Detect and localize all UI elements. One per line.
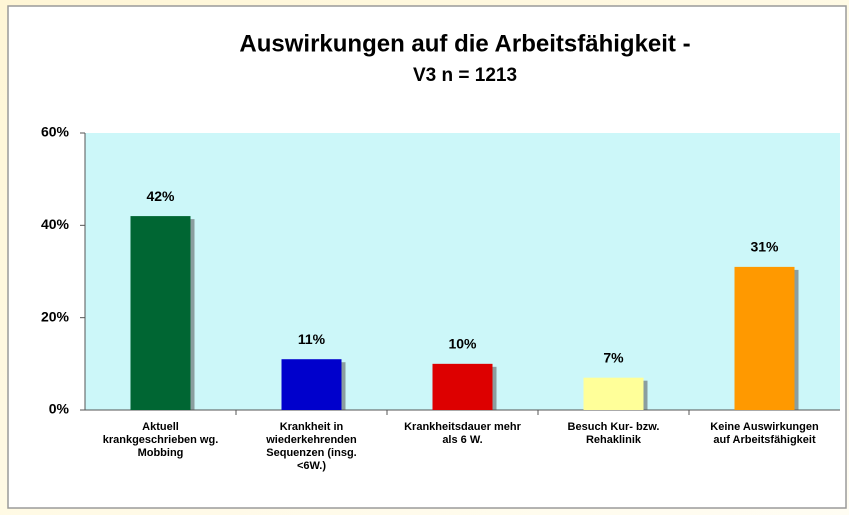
x-tick-label: als 6 W. [442, 434, 482, 446]
x-tick-label: Keine Auswirkungen [710, 421, 819, 433]
bar [432, 363, 493, 410]
x-tick-label: Krankheit in [280, 421, 344, 433]
bar [281, 359, 342, 410]
data-label: 31% [750, 239, 779, 255]
chart-subtitle: V3 n = 1213 [413, 65, 517, 86]
bar [734, 266, 795, 410]
x-tick-label: Krankheitsdauer mehr [404, 421, 521, 433]
y-tick-label: 0% [49, 401, 70, 417]
data-label: 7% [603, 349, 624, 365]
chart-title: Auswirkungen auf die Arbeitsfähigkeit - [239, 30, 690, 57]
x-tick-label: Sequenzen (insg. [266, 447, 356, 459]
x-tick-label: <6W.) [297, 460, 326, 472]
x-tick-label: wiederkehrenden [265, 434, 357, 446]
x-tick-label: krankgeschrieben wg. [103, 434, 219, 446]
data-label: 10% [448, 336, 477, 352]
y-tick-label: 60% [41, 124, 70, 140]
y-tick-label: 20% [41, 308, 70, 324]
x-tick-label: Besuch Kur- bzw. [568, 421, 660, 433]
x-tick-label: Aktuell [142, 421, 179, 433]
data-label: 11% [298, 331, 326, 347]
x-tick-label: Mobbing [138, 447, 184, 459]
bar [130, 216, 191, 410]
data-label: 42% [146, 188, 175, 204]
y-tick-label: 40% [41, 216, 70, 232]
bar [583, 377, 644, 410]
x-tick-label: auf Arbeitsfähigkeit [713, 434, 816, 446]
x-tick-label: Rehaklinik [586, 434, 642, 446]
